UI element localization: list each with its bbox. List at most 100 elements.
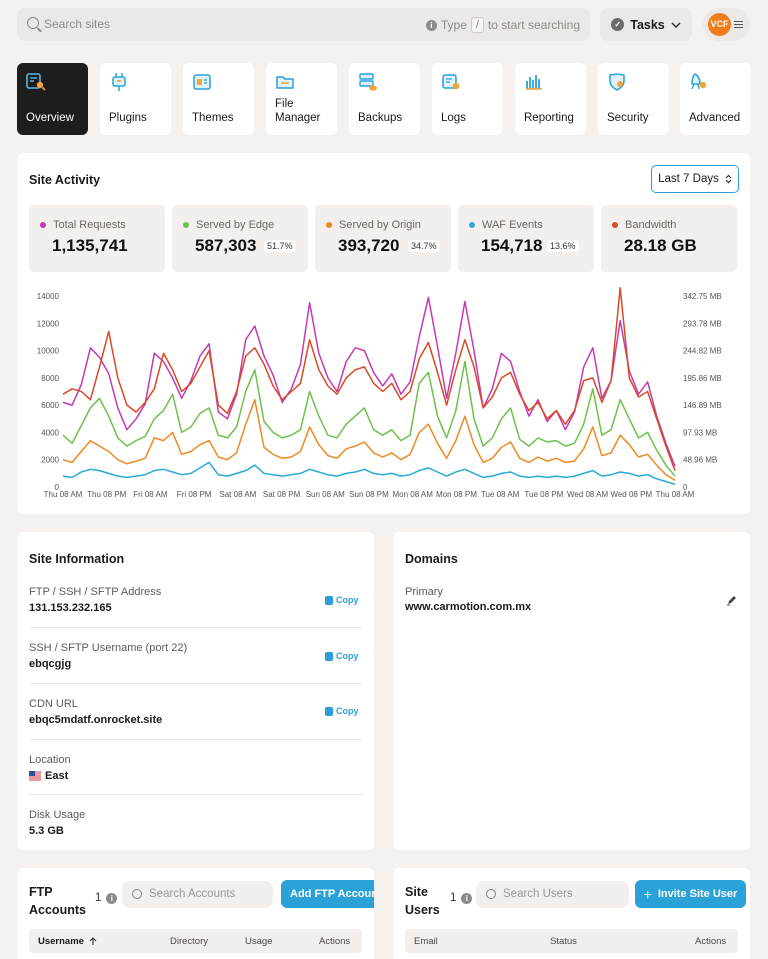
tab-plugins[interactable]: Plugins <box>100 63 171 135</box>
x-tick-label: Fri 08 PM <box>177 490 212 499</box>
y-left-tick-label: 14000 <box>37 292 60 301</box>
ftp-search-input[interactable]: Search Accounts <box>122 881 273 908</box>
copy-cdn-url-button[interactable]: Copy <box>325 706 359 716</box>
column-actions: Actions <box>695 936 727 947</box>
y-right-tick-label: 342.75 MB <box>683 292 722 301</box>
info-row-disk-usage: Disk Usage 5.3 GB <box>29 809 86 837</box>
site-information-title: Site Information <box>29 552 125 566</box>
logs-icon <box>442 74 460 90</box>
stat-served-by-edge: Served by Edge 587,303 51.7% <box>172 205 308 272</box>
series-line <box>62 360 676 477</box>
primary-domain-value: www.carmotion.com.mx <box>405 601 532 613</box>
site-search-input[interactable]: Search sites <box>44 17 111 31</box>
copy-icon <box>325 595 333 605</box>
x-tick-label: Tue 08 PM <box>524 490 563 499</box>
x-tick-label: Thu 08 AM <box>44 490 83 499</box>
add-ftp-account-button[interactable]: Add FTP Account <box>281 880 374 908</box>
x-tick-label: Thu 08 AM <box>656 490 695 499</box>
site-search-bar[interactable]: Search sites i Type / to start searching <box>17 8 590 41</box>
site-activity-chart: 14000 12000 10000 8000 6000 4000 2000 0 342.75 M… <box>37 287 722 499</box>
edit-icon[interactable] <box>726 594 738 606</box>
divider <box>29 683 363 684</box>
tab-advanced[interactable]: Advanced <box>680 63 751 135</box>
search-icon <box>132 889 142 899</box>
y-left-tick-label: 0 <box>55 483 60 492</box>
y-left-tick-label: 12000 <box>37 319 60 328</box>
search-hint: i Type / to start searching <box>425 17 580 33</box>
stat-value: 1,135,741 <box>52 236 128 255</box>
tab-file-manager[interactable]: File Manager <box>266 63 337 135</box>
x-tick-label: Thu 08 PM <box>87 490 126 499</box>
column-directory: Directory <box>170 936 209 947</box>
legend-dot <box>326 222 332 228</box>
column-username[interactable]: Username <box>38 936 97 947</box>
copy-address-button[interactable]: Copy <box>325 595 359 605</box>
tasks-button[interactable]: ✓ Tasks <box>600 8 692 41</box>
search-icon <box>486 889 496 899</box>
date-range-select[interactable]: Last 7 Days <box>651 165 739 193</box>
backups-icon <box>359 73 377 91</box>
legend-dot <box>40 222 46 228</box>
x-tick-label: Wed 08 AM <box>567 490 609 499</box>
domains-card <box>393 532 750 850</box>
primary-domain-label: Primary <box>405 586 443 598</box>
stat-value: 28.18 GB <box>624 236 697 255</box>
y-right-tick-label: 48.96 MB <box>683 456 717 465</box>
y-right-tick-label: 195.86 MB <box>683 374 722 383</box>
tab-themes[interactable]: Themes <box>183 63 254 135</box>
tab-reporting[interactable]: Reporting <box>515 63 586 135</box>
stat-total-requests: Total Requests 1,135,741 <box>29 205 165 272</box>
invite-site-user-button[interactable]: + Invite Site User <box>635 880 746 908</box>
users-table-header: Email Status Actions <box>405 929 738 953</box>
info-row-address: FTP / SSH / SFTP Address 131.153.232.165 <box>29 586 162 614</box>
legend-dot <box>469 222 475 228</box>
tab-overview[interactable]: Overview <box>17 63 88 135</box>
series-line <box>62 398 676 481</box>
info-row-username: SSH / SFTP Username (port 22) ebqcgjg <box>29 642 188 670</box>
info-row-cdn-url: CDN URL ebqc5mdatf.onrocket.site <box>29 698 163 726</box>
column-usage: Usage <box>245 936 273 947</box>
tab-logs[interactable]: Logs <box>432 63 503 135</box>
shortcut-key: / <box>470 17 484 33</box>
x-tick-label: Fri 08 AM <box>133 490 168 499</box>
chevron-down-icon <box>671 21 681 28</box>
file-manager-icon <box>276 76 294 89</box>
ftp-accounts-title: FTP Accounts <box>29 885 86 917</box>
stat-waf-events: WAF Events 154,718 13.6% <box>458 205 594 272</box>
users-search-input[interactable]: Search Users <box>476 881 629 908</box>
stat-percent: 34.7% <box>408 240 440 252</box>
copy-username-button[interactable]: Copy <box>325 651 359 661</box>
site-activity-title: Site Activity <box>29 173 101 187</box>
y-right-tick-label: 97.93 MB <box>683 428 717 437</box>
y-right-tick-label: 244.82 MB <box>683 347 722 356</box>
domains-title: Domains <box>405 552 458 566</box>
sort-arrows-icon <box>725 174 732 184</box>
x-tick-label: Wed 08 PM <box>610 490 652 499</box>
stat-bandwidth: Bandwidth 28.18 GB <box>601 205 737 272</box>
plugins-icon <box>112 73 126 91</box>
stat-served-by-origin: Served by Origin 393,720 34.7% <box>315 205 451 272</box>
avatar: VCF <box>708 13 731 36</box>
stat-value: 154,718 <box>481 236 543 255</box>
check-circle-icon: ✓ <box>611 18 625 31</box>
legend-dot <box>183 222 189 228</box>
ftp-table-header: Username Directory Usage Actions <box>29 929 362 953</box>
y-left-tick-label: 4000 <box>41 428 59 437</box>
series-line <box>62 461 676 486</box>
tab-backups[interactable]: Backups <box>349 63 420 135</box>
tab-security[interactable]: Security <box>598 63 669 135</box>
site-users-title: Site Users <box>405 885 440 917</box>
user-menu[interactable]: VCF <box>703 8 750 41</box>
stat-percent: 13.6% <box>547 240 579 252</box>
themes-icon <box>193 74 211 90</box>
menu-icon <box>734 21 743 28</box>
security-icon <box>609 73 625 91</box>
x-tick-label: Mon 08 AM <box>392 490 433 499</box>
series-line <box>62 287 676 471</box>
info-row-location: Location East <box>29 754 71 782</box>
site-information-card <box>17 532 374 850</box>
column-email: Email <box>414 936 438 947</box>
y-left-tick-label: 10000 <box>37 347 60 356</box>
